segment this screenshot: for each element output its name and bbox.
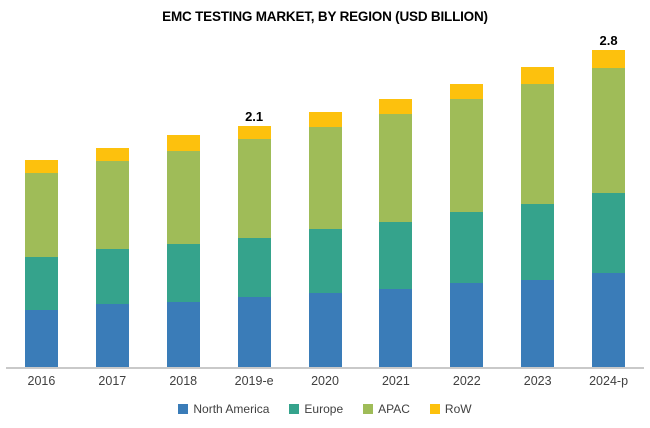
bar-segment-europe-2023 [521, 203, 555, 280]
bar-group-2020 [290, 27, 361, 367]
bar-segment-row-2023 [521, 66, 555, 85]
bar-group-2024-p: 2.8 [573, 27, 644, 367]
bar-stack-2023 [521, 66, 555, 367]
bar-stack-2024-p [592, 49, 626, 367]
x-tick-label-2018: 2018 [169, 374, 198, 388]
bar-segment-europe-2017 [95, 248, 129, 304]
bar-group-2022 [431, 27, 502, 367]
bar-segment-apac-2022 [450, 99, 484, 212]
bar-segment-europe-2019-e [237, 238, 271, 297]
legend-swatch-icon [178, 404, 189, 414]
x-tick-label-2022: 2022 [452, 374, 481, 388]
bar-stack-2016 [24, 159, 58, 367]
bar-segment-europe-2016 [24, 256, 58, 310]
x-tick-label-2019-e: 2019-e [234, 374, 274, 388]
bar-segment-row-2018 [166, 134, 200, 151]
bar-segment-row-2024-p [592, 49, 626, 69]
bar-segment-north-america-2018 [166, 301, 200, 367]
bar-stack-2017 [95, 148, 129, 367]
legend-label: North America [193, 402, 270, 416]
total-label-2019-e: 2.1 [245, 108, 264, 124]
bar-segment-north-america-2017 [95, 303, 129, 367]
legend-swatch-icon [289, 404, 300, 414]
bar-segment-europe-2018 [166, 244, 200, 302]
bar-group-2019-e: 2.1 [219, 27, 290, 367]
bar-segment-apac-2024-p [592, 68, 626, 194]
legend-item-apac: APAC [363, 402, 410, 416]
legend-label: Europe [304, 402, 344, 416]
x-tick-label-2024-p: 2024-p [589, 374, 629, 388]
bar-segment-north-america-2022 [450, 283, 484, 367]
bar-group-2017 [77, 27, 148, 367]
bar-segment-apac-2017 [95, 161, 129, 249]
x-tick-label-2017: 2017 [98, 374, 127, 388]
legend-swatch-icon [363, 404, 374, 414]
bar-segment-europe-2021 [379, 222, 413, 289]
legend: North America Europe APAC RoW [0, 402, 650, 416]
bar-stack-2018 [166, 134, 200, 367]
bar-segment-row-2017 [95, 148, 129, 162]
legend-item-europe: Europe [289, 402, 343, 416]
bar-segment-north-america-2019-e [237, 296, 271, 367]
bar-segment-row-2020 [308, 111, 342, 127]
bar-segment-europe-2020 [308, 229, 342, 294]
bar-segment-north-america-2020 [308, 293, 342, 367]
legend-label: APAC [378, 402, 410, 416]
bar-stack-2020 [308, 111, 342, 367]
x-tick-label-2020: 2020 [311, 374, 339, 388]
x-axis-labels: 2016 2017 2018 2019-e 2020 2021 2022 2023 2024-p [6, 374, 644, 388]
bar-group-2018 [148, 27, 219, 367]
x-tick-label-2023: 2023 [523, 374, 552, 388]
bar-stack-2022 [450, 84, 484, 367]
bar-segment-north-america-2023 [521, 279, 555, 367]
bar-group-2023 [502, 27, 573, 367]
bar-segment-row-2016 [24, 159, 58, 173]
x-tick-label-2021: 2021 [381, 374, 410, 388]
bar-stack-2021 [379, 99, 413, 367]
legend-item-row: RoW [429, 402, 472, 416]
bar-stack-2019-e [237, 125, 271, 367]
chart-title: EMC TESTING MARKET, BY REGION (USD BILLI… [162, 9, 488, 24]
legend-item-north-america: North America [178, 402, 269, 416]
bar-group-2016 [6, 27, 77, 367]
bar-segment-row-2022 [450, 84, 484, 100]
bar-segment-row-2019-e [237, 125, 271, 140]
bar-segment-north-america-2016 [24, 309, 58, 367]
bar-segment-apac-2021 [379, 114, 413, 223]
bar-segment-north-america-2024-p [592, 272, 626, 367]
bar-group-2021 [360, 27, 431, 367]
bar-segment-apac-2019-e [237, 139, 271, 239]
bar-segment-apac-2023 [521, 84, 555, 204]
legend-swatch-icon [429, 404, 440, 414]
bar-segment-apac-2018 [166, 150, 200, 244]
bars-row: 2.1 2.8 [6, 27, 644, 367]
bar-segment-apac-2020 [308, 126, 342, 230]
bar-segment-apac-2016 [24, 172, 58, 257]
bar-segment-europe-2024-p [592, 193, 626, 273]
total-label-2024-p: 2.8 [599, 32, 618, 48]
x-tick-label-2016: 2016 [27, 374, 56, 388]
plot-area: 2.1 2.8 [6, 27, 644, 369]
bar-segment-europe-2022 [450, 211, 484, 283]
legend-label: RoW [444, 402, 472, 416]
bar-segment-row-2021 [379, 99, 413, 115]
bar-segment-north-america-2021 [379, 288, 413, 367]
